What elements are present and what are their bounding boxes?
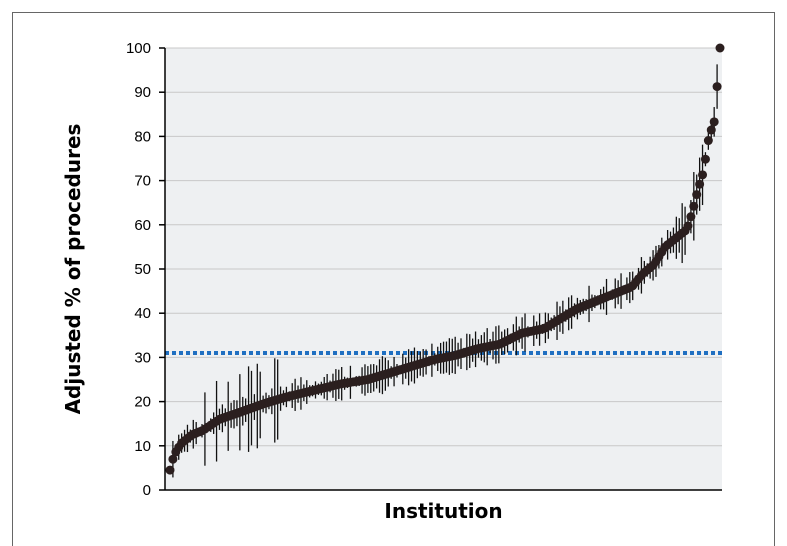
data-point <box>695 179 705 189</box>
data-point <box>168 454 178 464</box>
data-point <box>700 154 710 164</box>
data-point <box>703 136 713 146</box>
data-point <box>709 117 719 127</box>
y-tick-label: 40 <box>134 305 151 322</box>
y-axis-title: Adjusted % of procedures <box>61 124 85 415</box>
data-point <box>715 43 725 53</box>
y-tick-label: 100 <box>126 40 151 57</box>
y-tick-label: 70 <box>134 173 151 190</box>
data-point <box>686 212 696 222</box>
y-tick-label: 0 <box>143 482 151 499</box>
y-tick-label: 90 <box>134 84 151 101</box>
data-point <box>165 465 175 475</box>
data-point <box>692 190 702 200</box>
y-axis-ticks: 0 10 20 30 40 50 60 70 80 90 100 <box>126 40 165 499</box>
x-axis-title: Institution <box>384 499 502 523</box>
y-tick-label: 10 <box>134 438 151 455</box>
data-point <box>683 221 693 231</box>
y-tick-label: 80 <box>134 128 151 145</box>
data-point <box>698 170 708 180</box>
y-tick-label: 20 <box>134 394 151 411</box>
y-tick-label: 60 <box>134 217 151 234</box>
figure-frame <box>12 12 775 546</box>
y-tick-label: 50 <box>134 261 151 278</box>
data-point <box>712 82 722 92</box>
y-tick-label: 30 <box>134 349 151 366</box>
data-point <box>689 201 699 211</box>
data-point <box>706 125 716 135</box>
data-points <box>165 43 725 475</box>
